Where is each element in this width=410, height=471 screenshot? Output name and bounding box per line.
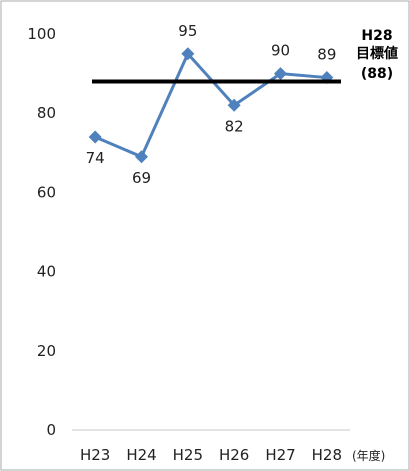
y-tick-label: 20 xyxy=(37,342,56,360)
y-tick-label: 40 xyxy=(37,263,56,281)
x-tick-label: H25 xyxy=(173,446,203,464)
x-tick-label: H28 xyxy=(312,446,342,464)
data-point-marker xyxy=(227,98,241,112)
x-axis: H23 H24 H25 H26 H27 H28 xyxy=(80,446,342,464)
data-point-marker xyxy=(88,130,102,144)
data-point-marker xyxy=(274,67,287,81)
data-label: 95 xyxy=(178,22,197,40)
y-tick-label: 100 xyxy=(27,25,56,43)
target-label: (88) xyxy=(361,66,393,82)
data-label: 82 xyxy=(225,117,244,135)
x-tick-label: H24 xyxy=(126,446,156,464)
target-label: H28 xyxy=(361,28,392,44)
data-label: 74 xyxy=(86,149,105,167)
x-tick-label: H26 xyxy=(219,446,249,464)
data-label: 69 xyxy=(132,169,151,187)
x-tick-label: H23 xyxy=(80,446,110,464)
data-label: 90 xyxy=(271,42,290,60)
data-point-marker xyxy=(135,150,148,164)
data-point-marker xyxy=(181,47,195,61)
y-tick-label: 0 xyxy=(46,421,56,439)
y-tick-label: 60 xyxy=(37,183,56,201)
x-axis-unit-label: (年度) xyxy=(352,448,385,463)
y-axis: 0 20 40 60 80 100 xyxy=(27,25,56,439)
y-tick-label: 80 xyxy=(37,104,56,122)
x-tick-label: H27 xyxy=(265,446,295,464)
target-label: 目標値 xyxy=(356,45,398,62)
data-label: 89 xyxy=(317,46,336,64)
